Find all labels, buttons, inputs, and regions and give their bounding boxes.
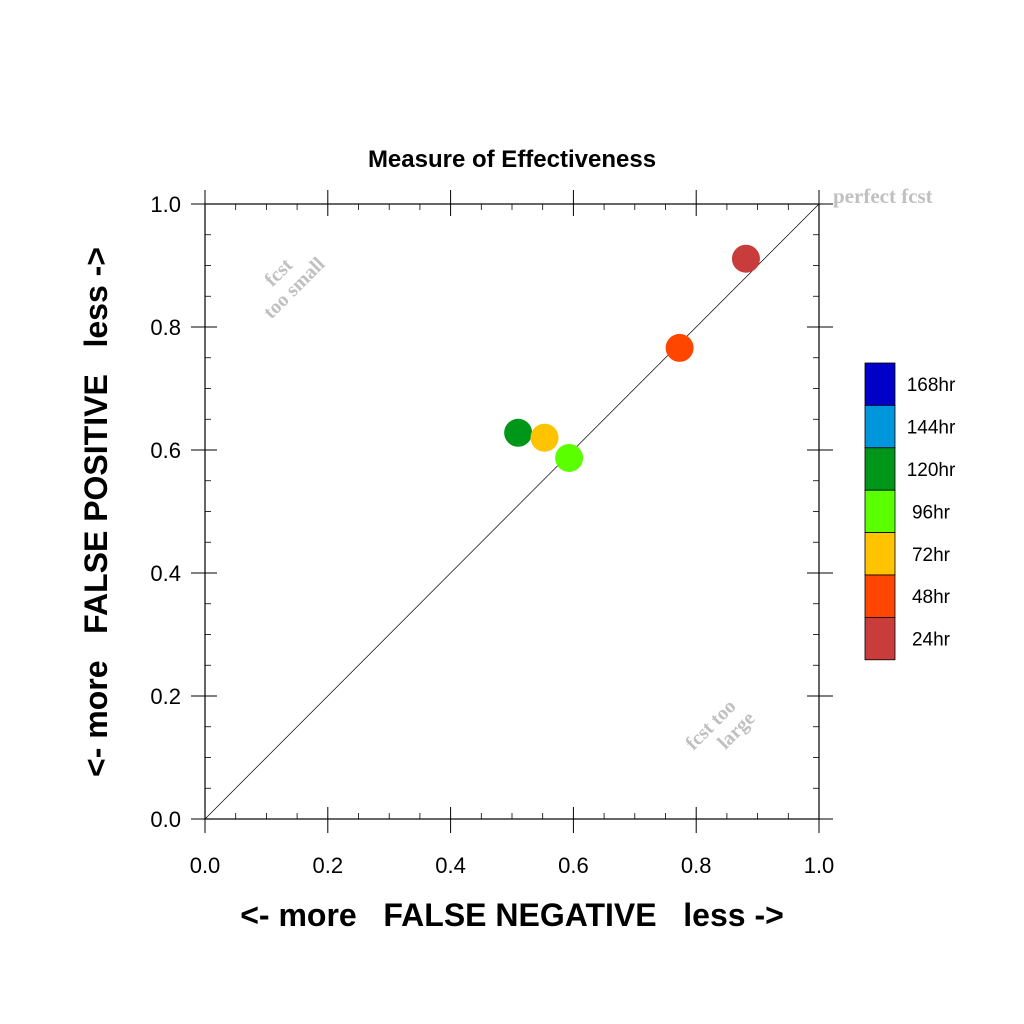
y-tick-label: 0.0 <box>150 807 181 832</box>
legend-swatch-168hr <box>864 362 896 406</box>
point-96hr <box>555 443 584 472</box>
annotation-perfect-fcst: perfect fcst <box>833 184 933 208</box>
y-tick-label: 0.6 <box>150 438 181 463</box>
legend-swatch-24hr <box>864 617 896 661</box>
diagonal-group <box>204 203 820 820</box>
point-72hr <box>530 423 559 452</box>
perfect-forecast-line <box>204 203 820 820</box>
legend-swatch-72hr <box>864 532 896 576</box>
legend-swatch-120hr <box>864 447 896 491</box>
plot-axes: 0.0 0.2 0.4 0.6 0.8 1.0 0.0 0.2 0.4 0.6 0.8 1.0 <box>150 190 834 878</box>
x-tick-label: 0.2 <box>313 853 344 878</box>
x-tick-label: 1.0 <box>804 853 835 878</box>
annotation-too-small-line2: too small <box>259 253 329 323</box>
x-tick-label: 0.8 <box>681 853 712 878</box>
point-48hr <box>665 333 694 362</box>
y-tick-label: 0.4 <box>150 561 181 586</box>
legend-swatch-96hr <box>864 489 896 534</box>
legend-label-120hr: 120hr <box>907 460 956 481</box>
legend-label-72hr: 72hr <box>912 545 951 566</box>
annotation-too-small: fcst too small <box>259 253 329 323</box>
point-24hr <box>731 244 760 273</box>
legend-label-24hr: 24hr <box>912 630 951 651</box>
x-tick-label: 0.4 <box>435 853 466 878</box>
data-points <box>504 244 760 472</box>
y-tick-label: 1.0 <box>150 192 181 217</box>
legend: 168hr 144hr 120hr 96hr 72hr 48hr 24hr <box>864 362 956 661</box>
y-tick-label: 0.8 <box>150 315 181 340</box>
x-tick-label: 0.6 <box>558 853 589 878</box>
point-120hr <box>504 418 533 447</box>
legend-label-168hr: 168hr <box>907 375 956 396</box>
legend-swatch-144hr <box>864 404 896 449</box>
legend-label-144hr: 144hr <box>907 418 956 439</box>
legend-swatch-48hr <box>864 574 896 618</box>
y-axis-label: <- more FALSE POSITIVE less -> <box>78 247 114 777</box>
x-axis-label: <- more FALSE NEGATIVE less -> <box>240 897 784 933</box>
annotations-group: perfect fcst fcst too small fcst too lar… <box>259 184 933 755</box>
legend-label-48hr: 48hr <box>912 587 951 608</box>
legend-label-96hr: 96hr <box>912 502 951 523</box>
chart-title: Measure of Effectiveness <box>368 146 656 173</box>
x-tick-label: 0.0 <box>190 853 221 878</box>
annotation-too-large: fcst too large <box>681 695 759 754</box>
y-tick-label: 0.2 <box>150 684 181 709</box>
